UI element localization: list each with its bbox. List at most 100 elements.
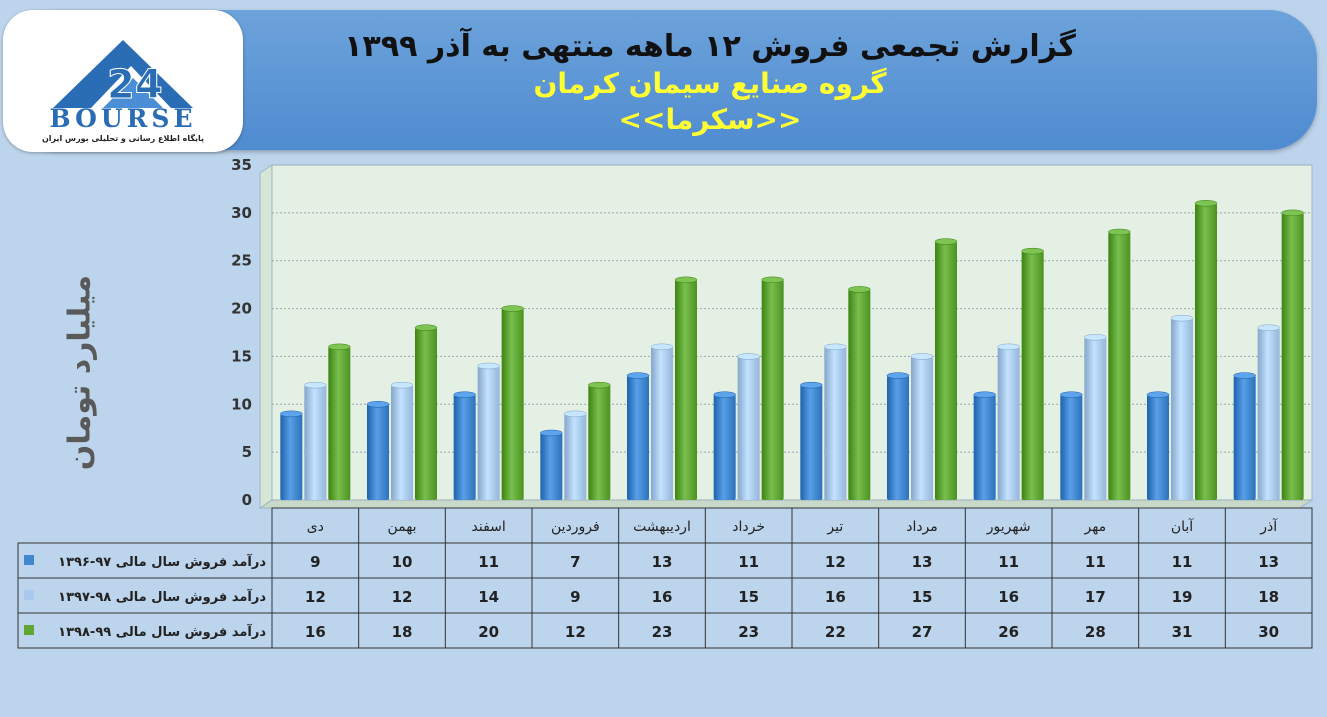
- bar: [280, 410, 303, 500]
- x-category-label: تیر: [826, 519, 843, 535]
- x-category-label: شهریور: [986, 519, 1031, 535]
- table-cell: 16: [652, 588, 673, 606]
- table-cell: 17: [1085, 588, 1106, 606]
- bar: [304, 381, 327, 500]
- bar: [1170, 314, 1194, 500]
- logo-mountain-icon: 24: [53, 40, 193, 109]
- table-cell: 11: [738, 553, 759, 571]
- bar: [477, 362, 500, 500]
- bar: [910, 353, 934, 500]
- bar: [650, 343, 674, 500]
- bar: [674, 276, 698, 500]
- table-cell: 14: [478, 588, 499, 606]
- bar: [626, 372, 650, 500]
- bar: [564, 410, 587, 500]
- table-cell: 12: [825, 553, 846, 571]
- bar: [848, 286, 871, 500]
- bar: [1233, 372, 1256, 500]
- y-tick-label: 0: [242, 491, 252, 509]
- company-name: گروه صنایع سیمان کرمان: [533, 67, 887, 100]
- legend-label: درآمد فروش سال مالی ۹۷-۱۳۹۶: [58, 553, 266, 570]
- bar: [588, 381, 611, 500]
- y-tick-label: 10: [231, 395, 252, 413]
- table-cell: 16: [998, 588, 1019, 606]
- table-cell: 27: [912, 623, 933, 641]
- logo-wordmark: BOURSE: [49, 104, 197, 133]
- table-cell: 19: [1172, 588, 1193, 606]
- bar: [540, 429, 563, 500]
- bar: [973, 391, 996, 500]
- bar: [1060, 391, 1083, 500]
- bar: [414, 324, 438, 500]
- bar: [800, 381, 823, 500]
- legend-key: [24, 555, 34, 565]
- table-cell: 11: [998, 553, 1019, 571]
- ticker-symbol: <<سکرما>>: [618, 103, 802, 136]
- legend-key: [24, 590, 34, 600]
- bar: [824, 343, 847, 500]
- table-cell: 13: [652, 553, 673, 571]
- bar: [1257, 324, 1280, 500]
- legend-label: درآمد فروش سال مالی ۹۸-۱۳۹۷: [58, 588, 266, 605]
- table-cell: 20: [478, 623, 499, 641]
- logo: 24 BOURSE پایگاه اطلاع رسانی و تحلیلی بو…: [3, 10, 243, 152]
- x-category-label: آبان: [1171, 518, 1194, 535]
- table-cell: 18: [392, 623, 413, 641]
- x-category-label: مرداد: [906, 519, 938, 535]
- table-cell: 11: [478, 553, 499, 571]
- y-tick-label: 35: [231, 156, 252, 174]
- bar: [1146, 391, 1170, 500]
- bar: [713, 391, 736, 500]
- x-category-label: بهمن: [387, 519, 416, 535]
- report-title: گزارش تجمعی فروش ۱۲ ماهه منتهی به آذر ۱۳…: [344, 29, 1076, 64]
- table-cell: 16: [305, 623, 326, 641]
- bar: [1281, 209, 1304, 500]
- table-cell: 28: [1085, 623, 1106, 641]
- x-category-label: خرداد: [732, 519, 765, 535]
- table-cell: 31: [1172, 623, 1193, 641]
- table-cell: 7: [570, 553, 580, 571]
- table-cell: 23: [652, 623, 673, 641]
- y-tick-label: 5: [242, 443, 252, 461]
- title-block: گزارش تجمعی فروش ۱۲ ماهه منتهی به آذر ۱۳…: [310, 28, 1110, 138]
- plot-area: [271, 164, 1313, 501]
- table-cell: 15: [738, 588, 759, 606]
- y-tick-label: 15: [231, 347, 252, 365]
- svg-text:24: 24: [107, 62, 163, 108]
- table-cell: 26: [998, 623, 1019, 641]
- table-cell: 13: [912, 553, 933, 571]
- bar: [1021, 247, 1044, 500]
- table-cell: 9: [310, 553, 320, 571]
- bar: [328, 343, 351, 500]
- table-cell: 18: [1258, 588, 1279, 606]
- bar: [737, 353, 760, 500]
- x-category-label: فروردین: [551, 519, 600, 535]
- table-cell: 23: [738, 623, 759, 641]
- logo-tagline: پایگاه اطلاع رسانی و تحلیلی بورس ایران: [41, 134, 205, 143]
- table-cell: 30: [1258, 623, 1279, 641]
- bar: [1084, 334, 1107, 500]
- table-cell: 16: [825, 588, 846, 606]
- table-cell: 11: [1172, 553, 1193, 571]
- x-category-label: اردیبهشت: [633, 519, 691, 535]
- bar: [1194, 200, 1218, 501]
- plot-side-wall: [259, 164, 273, 509]
- table-cell: 11: [1085, 553, 1106, 571]
- bar: [886, 372, 910, 500]
- table-cell: 9: [570, 588, 580, 606]
- y-tick-label: 25: [231, 252, 252, 270]
- x-category-label: آذر: [1259, 518, 1278, 535]
- table-cell: 12: [305, 588, 326, 606]
- bar: [453, 391, 476, 500]
- table-cell: 12: [392, 588, 413, 606]
- table-cell: 13: [1258, 553, 1279, 571]
- plot-floor: [258, 499, 1314, 509]
- table-cell: 10: [392, 553, 413, 571]
- table-cell: 12: [565, 623, 586, 641]
- legend-key: [24, 625, 34, 635]
- legend-label: درآمد فروش سال مالی ۹۹-۱۳۹۸: [58, 623, 266, 640]
- bar: [366, 401, 390, 500]
- bar: [761, 276, 784, 500]
- y-tick-label: 20: [231, 300, 252, 318]
